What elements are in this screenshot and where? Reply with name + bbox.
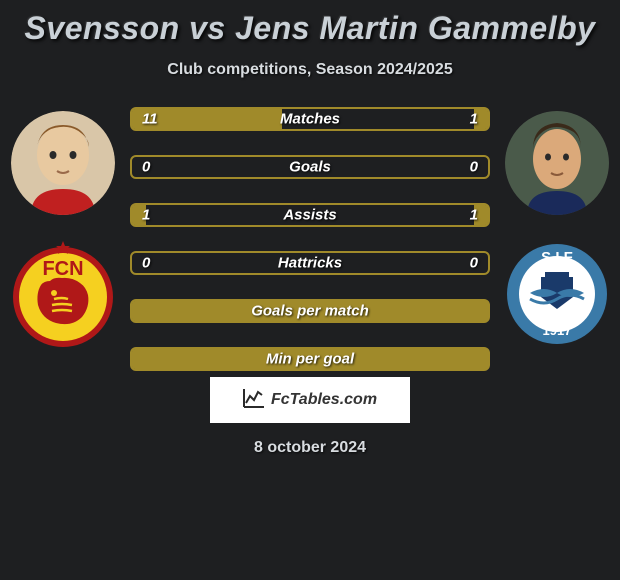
right-column: S I F 1917 <box>502 107 612 351</box>
stat-value-right: 0 <box>470 159 478 176</box>
club-left-crest: FCN <box>6 237 120 351</box>
stat-value-right: 1 <box>470 207 478 224</box>
club-right-crest: S I F 1917 <box>500 237 614 351</box>
stat-value-left: 11 <box>142 111 158 128</box>
stat-row: Min per goal <box>130 347 490 371</box>
stat-value-right: 0 <box>470 255 478 272</box>
stat-row: Goals per match <box>130 299 490 323</box>
content-row: FCN Matches111Goals00Assists11Hattricks0… <box>0 107 620 371</box>
svg-text:S I F: S I F <box>541 249 573 266</box>
subtitle: Club competitions, Season 2024/2025 <box>0 61 620 79</box>
player-right-avatar <box>505 111 609 215</box>
stat-row: Goals 0 0 <box>130 155 490 179</box>
chart-icon <box>243 388 265 413</box>
stat-label: Goals <box>289 159 331 176</box>
stat-row: Matches111 <box>130 107 490 131</box>
stat-value-left: 1 <box>142 207 150 224</box>
stat-value-left: 0 <box>142 255 150 272</box>
stat-label: Min per goal <box>266 351 354 368</box>
source-badge: FcTables.com <box>210 377 410 423</box>
comparison-widget: Svensson vs Jens Martin Gammelby Club co… <box>0 0 620 457</box>
stat-value-left: 0 <box>142 159 150 176</box>
date-label: 8 october 2024 <box>0 439 620 457</box>
page-title: Svensson vs Jens Martin Gammelby <box>0 10 620 47</box>
stat-value-right: 1 <box>470 111 478 128</box>
stat-label: Goals per match <box>251 303 369 320</box>
stat-label: Hattricks <box>278 255 342 272</box>
stats-column: Matches111Goals00Assists11Hattricks00Goa… <box>130 107 490 371</box>
left-column: FCN <box>8 107 118 351</box>
stat-row: Hattricks 0 0 <box>130 251 490 275</box>
stat-label: Assists <box>283 207 336 224</box>
stat-label: Matches <box>280 111 340 128</box>
player-left-avatar <box>11 111 115 215</box>
stat-row: Assists 1 1 <box>130 203 490 227</box>
svg-text:1917: 1917 <box>543 323 572 338</box>
source-label: FcTables.com <box>271 391 377 409</box>
svg-text:FCN: FCN <box>42 258 83 280</box>
